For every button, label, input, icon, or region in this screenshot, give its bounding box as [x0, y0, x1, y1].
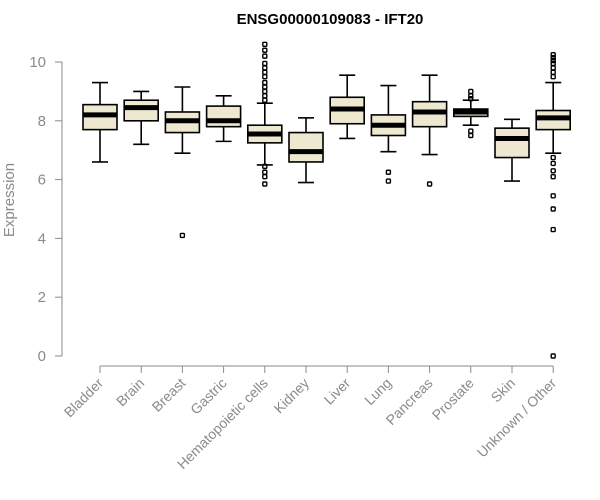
- box-skin: [494, 118, 530, 182]
- iqr-box: [123, 99, 159, 122]
- outlier-point: [262, 65, 268, 71]
- x-tick-label: Kidney: [271, 375, 313, 417]
- outlier-point: [262, 97, 268, 103]
- box-pancreas: [411, 74, 448, 187]
- box-hematopoietic-cells: [247, 41, 283, 187]
- outlier-point: [550, 57, 556, 64]
- outlier-point: [262, 73, 268, 80]
- outlier-point: [262, 53, 268, 59]
- y-axis: 0 2 4 6 8 10: [29, 54, 63, 365]
- outlier-point: [550, 51, 556, 58]
- x-tick-label: Liver: [321, 375, 354, 408]
- iqr-box: [205, 105, 242, 128]
- x-tick-label: Breast: [149, 375, 189, 415]
- outlier-point: [262, 173, 268, 180]
- outlier-point: [550, 65, 556, 71]
- outlier-point: [550, 54, 556, 61]
- y-tick-label: 2: [38, 289, 46, 306]
- y-axis-label: Expression: [1, 163, 18, 237]
- box-gastric: [205, 95, 242, 143]
- x-tick-label: Brain: [113, 375, 147, 409]
- outlier-point: [550, 69, 556, 75]
- outlier-point: [385, 169, 392, 175]
- x-tick-label: Bladder: [61, 375, 107, 421]
- outlier-point: [262, 93, 268, 99]
- y-tick-label: 6: [38, 172, 46, 189]
- outlier-point: [550, 206, 556, 212]
- outlier-point: [550, 226, 556, 233]
- y-tick-label: 4: [38, 230, 46, 247]
- outlier-point: [550, 173, 556, 180]
- box-bladder: [82, 81, 118, 163]
- outlier-point: [550, 60, 556, 67]
- x-tick-label: Prostate: [429, 375, 477, 423]
- outlier-point: [262, 181, 268, 187]
- iqr-box: [288, 131, 324, 163]
- outlier-point: [262, 84, 268, 90]
- box-prostate: [452, 88, 489, 139]
- outlier-point: [262, 79, 268, 86]
- box-breast: [164, 86, 201, 239]
- outlier-point: [468, 88, 474, 95]
- outlier-point: [262, 41, 268, 48]
- box-kidney: [288, 117, 324, 184]
- outlier-point: [426, 181, 433, 187]
- y-tick-label: 0: [38, 348, 46, 365]
- outlier-point: [385, 178, 392, 184]
- outlier-point: [550, 154, 556, 161]
- box-brain: [123, 90, 159, 146]
- box-unknown-other: [535, 51, 572, 359]
- box-lung: [370, 84, 407, 184]
- outlier-point: [550, 353, 556, 359]
- outlier-point: [179, 232, 186, 239]
- box-liver: [329, 74, 366, 140]
- outlier-point: [262, 69, 268, 75]
- y-tick-label: 8: [38, 113, 46, 130]
- outlier-point: [262, 47, 268, 53]
- x-tick-label: Skin: [488, 375, 519, 406]
- outlier-point: [262, 163, 268, 170]
- x-tick-label: Lung: [361, 375, 394, 408]
- outlier-point: [468, 132, 474, 139]
- outlier-point: [262, 88, 268, 95]
- outlier-point: [468, 93, 474, 99]
- chart-title: ENSG00000109083 - IFT20: [237, 11, 424, 28]
- outlier-point: [468, 128, 474, 134]
- outlier-point: [550, 73, 556, 80]
- outlier-point: [550, 160, 556, 167]
- box-series: [82, 41, 572, 359]
- outlier-point: [262, 60, 268, 67]
- outlier-point: [550, 193, 556, 199]
- iqr-box: [494, 127, 530, 159]
- outlier-point: [468, 96, 474, 102]
- outlier-point: [262, 169, 268, 175]
- outlier-point: [550, 168, 556, 174]
- y-tick-label: 10: [29, 54, 46, 71]
